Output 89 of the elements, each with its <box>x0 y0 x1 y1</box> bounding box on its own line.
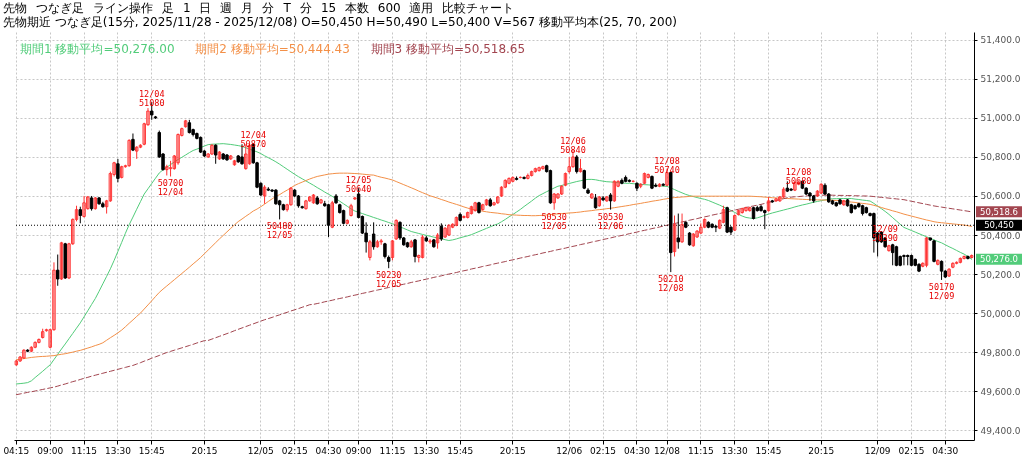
text: 1 <box>183 1 191 15</box>
x-tick-label: 20:15 <box>499 445 526 456</box>
x-tick-label: 12/08 <box>654 445 681 456</box>
x-tick-label: 02:15 <box>281 445 308 456</box>
candlestick <box>680 213 684 244</box>
text: 分 <box>299 1 312 15</box>
text: 本数 <box>344 1 369 15</box>
text: T <box>282 1 292 15</box>
annotation: 50530 12/06 <box>597 211 624 231</box>
x-tick-label: 04:30 <box>623 445 651 456</box>
text: 15 <box>320 1 337 15</box>
text: 先物 <box>3 1 27 15</box>
y-tick-label: 50,200.0 <box>980 269 1021 280</box>
candlestick <box>507 176 511 185</box>
text: 600 <box>377 1 401 15</box>
x-tick-label: 13:30 <box>104 445 132 456</box>
annotation: 50530 12/05 <box>541 211 567 231</box>
candlestick <box>714 224 718 233</box>
annotation: 50480 12/05 <box>266 221 293 241</box>
x-tick-label: 15:45 <box>138 445 165 456</box>
x-tick-label: 11:15 <box>71 445 98 456</box>
ref-line-label: 50,450 <box>984 220 1014 231</box>
x-tick-label: 11:15 <box>379 445 406 456</box>
data-label: 50,518.6 <box>980 206 1018 217</box>
x-tick-label: 13:30 <box>413 445 440 456</box>
x-tick-label: 02:15 <box>898 445 925 456</box>
annotation: 12/08 50680 <box>785 167 812 187</box>
y-tick-label: 50,800.0 <box>980 152 1021 163</box>
x-tick-label: 20:15 <box>808 445 835 456</box>
x-tick-label: 12/09 <box>864 445 891 456</box>
annotation: 50170 12/09 <box>928 281 955 301</box>
text: 期間2 移動平均=50,444.43 <box>195 42 350 56</box>
candlestick <box>368 239 372 261</box>
text: 日 <box>199 1 212 15</box>
x-tick-label: 15:45 <box>755 445 782 456</box>
text: 適用 <box>409 1 434 15</box>
annotation: 50230 12/05 <box>375 270 402 290</box>
text: 週 <box>220 1 233 15</box>
candlestick <box>304 199 308 211</box>
text: つなぎ足 <box>36 1 84 15</box>
x-tick-label: 09:00 <box>345 445 372 456</box>
text: 足 <box>162 1 174 15</box>
text: 比較チャート <box>442 1 515 15</box>
y-tick-label: 49,600.0 <box>980 386 1021 397</box>
annotation: 12/06 50840 <box>560 136 586 156</box>
x-tick-label: 15:45 <box>447 445 474 456</box>
text: ライン操作 <box>93 1 153 15</box>
candlestick <box>127 138 131 168</box>
annotation: 50210 12/08 <box>657 274 684 294</box>
candlestick <box>330 200 334 229</box>
y-tick-label: 51,000.0 <box>980 113 1021 124</box>
candlestick <box>744 206 748 213</box>
candlestick <box>116 158 120 183</box>
text: 月 <box>241 1 254 15</box>
annotation: 12/05 50640 <box>345 175 372 195</box>
candlestick <box>902 254 906 266</box>
candlestick <box>56 254 60 287</box>
candlestick <box>699 222 703 235</box>
y-tick-label: 50,400.0 <box>980 230 1021 241</box>
x-tick-label: 04:30 <box>315 445 342 456</box>
x-tick-label: 04:15 <box>3 445 30 456</box>
text: 分 <box>262 1 275 15</box>
annotation: 50700 12/04 <box>157 178 184 198</box>
y-tick-label: 49,800.0 <box>980 347 1021 358</box>
text: 期間3 移動平均=50,518.65 <box>370 42 526 56</box>
annotation: 12/04 50870 <box>240 130 267 150</box>
y-tick-label: 51,400.0 <box>980 35 1021 46</box>
candlestick <box>390 239 395 261</box>
data-label: 50,276.0 <box>980 254 1018 265</box>
annotation: 12/04 51080 <box>138 89 165 109</box>
y-tick-label: 51,200.0 <box>980 74 1021 85</box>
text: 期間1 移動平均=50,276.00 <box>20 42 175 56</box>
x-tick-label: 02:15 <box>590 445 617 456</box>
y-tick-label: 50,600.0 <box>980 191 1021 202</box>
x-tick-label: 09:00 <box>37 445 64 456</box>
x-tick-label: 11:15 <box>687 445 714 456</box>
annotation: 12/08 50740 <box>654 155 680 175</box>
y-tick-label: 50,000.0 <box>980 308 1021 319</box>
line-series <box>15 194 973 396</box>
candlestick <box>82 195 86 218</box>
chart-title: 先物期近 つなぎ足(15分, 2025/11/28 - 2025/12/08) O=50,450 H=50,490 L=50,400 V=567 移動平均本(25, 70, 200) <box>3 15 677 29</box>
y-tick-label: 49,400.0 <box>980 425 1021 436</box>
x-tick-label: 13:30 <box>721 445 748 456</box>
x-tick-label: 20:15 <box>191 445 218 456</box>
x-tick-label: 12/05 <box>247 445 274 456</box>
candlestick <box>289 186 293 207</box>
x-tick-label: 04:30 <box>932 445 959 456</box>
x-tick-label: 12/06 <box>556 445 583 456</box>
candlestick <box>394 218 398 241</box>
